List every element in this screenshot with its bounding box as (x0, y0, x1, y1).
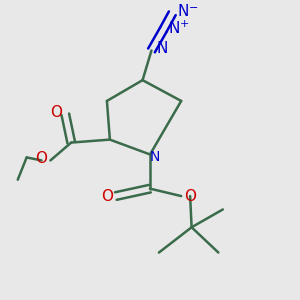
Text: N: N (149, 150, 160, 164)
Text: O: O (50, 105, 62, 120)
Text: O: O (35, 152, 47, 166)
Text: O: O (184, 189, 196, 204)
Text: O: O (101, 189, 113, 204)
Text: −: − (189, 3, 198, 13)
Text: +: + (180, 19, 190, 29)
Text: N: N (169, 21, 180, 36)
Text: N: N (178, 4, 189, 19)
Text: N: N (156, 41, 168, 56)
